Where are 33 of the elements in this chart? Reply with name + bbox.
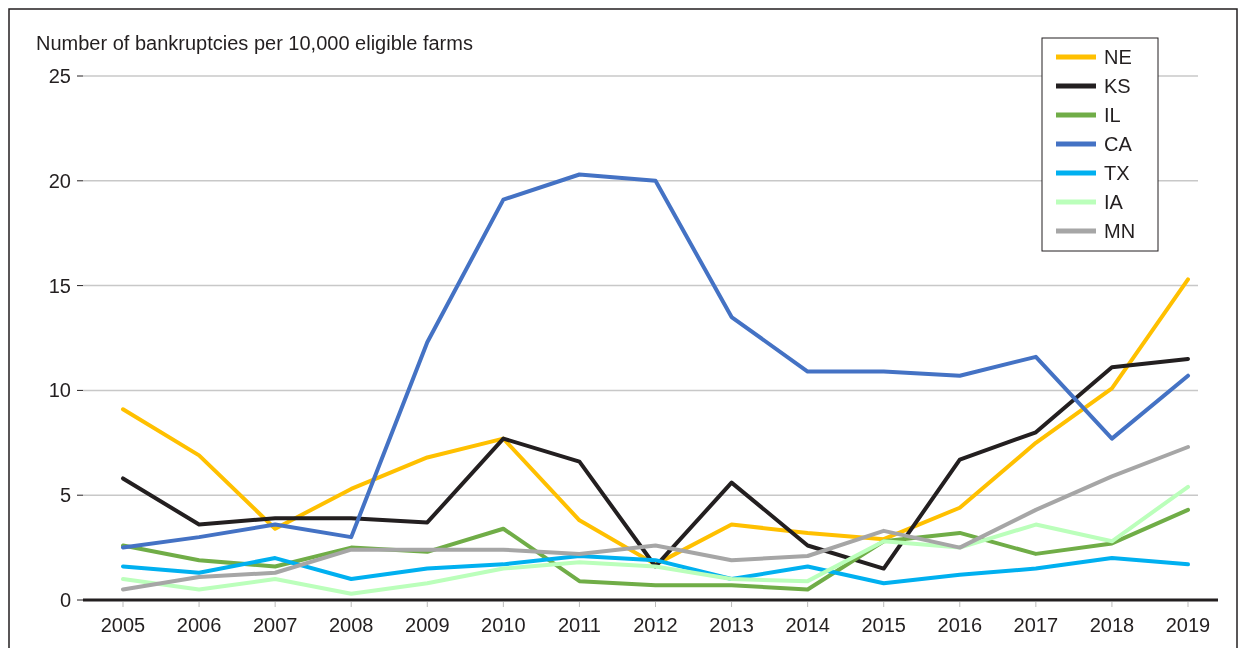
legend-label: IA bbox=[1104, 191, 1124, 213]
y-tick-label: 15 bbox=[48, 274, 71, 297]
x-tick-label: 2018 bbox=[1089, 614, 1135, 636]
x-tick-label: 2013 bbox=[709, 614, 754, 636]
line-series bbox=[121, 553, 1190, 586]
x-tick-label: 2019 bbox=[1165, 614, 1211, 636]
x-tick-label: 2012 bbox=[633, 614, 678, 636]
y-tick-label: 20 bbox=[48, 169, 71, 192]
x-tick-label: 2014 bbox=[785, 614, 830, 636]
y-tick-label: 10 bbox=[48, 379, 71, 402]
x-tick-label: 2016 bbox=[937, 614, 983, 636]
legend-label: NE bbox=[1104, 46, 1132, 68]
x-tick-label: 2009 bbox=[405, 614, 450, 636]
line-series bbox=[121, 356, 1190, 571]
x-tick-label: 2005 bbox=[100, 614, 146, 636]
y-axis-title: Number of bankruptcies per 10,000 eligible farms bbox=[36, 32, 473, 54]
x-tick-label: 2007 bbox=[252, 614, 298, 636]
legend-label: TX bbox=[1104, 162, 1130, 184]
x-tick-label: 2010 bbox=[481, 614, 526, 636]
x-tick-label: 2011 bbox=[557, 614, 601, 636]
line-series bbox=[121, 444, 1190, 592]
x-tick-label: 2006 bbox=[176, 614, 222, 636]
y-tick-label: 0 bbox=[59, 589, 71, 611]
legend-label: MN bbox=[1104, 220, 1136, 242]
y-tick-label: 25 bbox=[48, 65, 71, 87]
legend-label: KS bbox=[1104, 75, 1131, 97]
x-tick-label: 2015 bbox=[861, 614, 906, 636]
y-tick-label: 5 bbox=[59, 484, 71, 507]
line-series bbox=[121, 484, 1190, 596]
legend-label: CA bbox=[1104, 133, 1133, 155]
x-tick-label: 2017 bbox=[1013, 614, 1059, 636]
x-tick-label: 2008 bbox=[328, 614, 374, 636]
legend-label: IL bbox=[1104, 104, 1121, 126]
